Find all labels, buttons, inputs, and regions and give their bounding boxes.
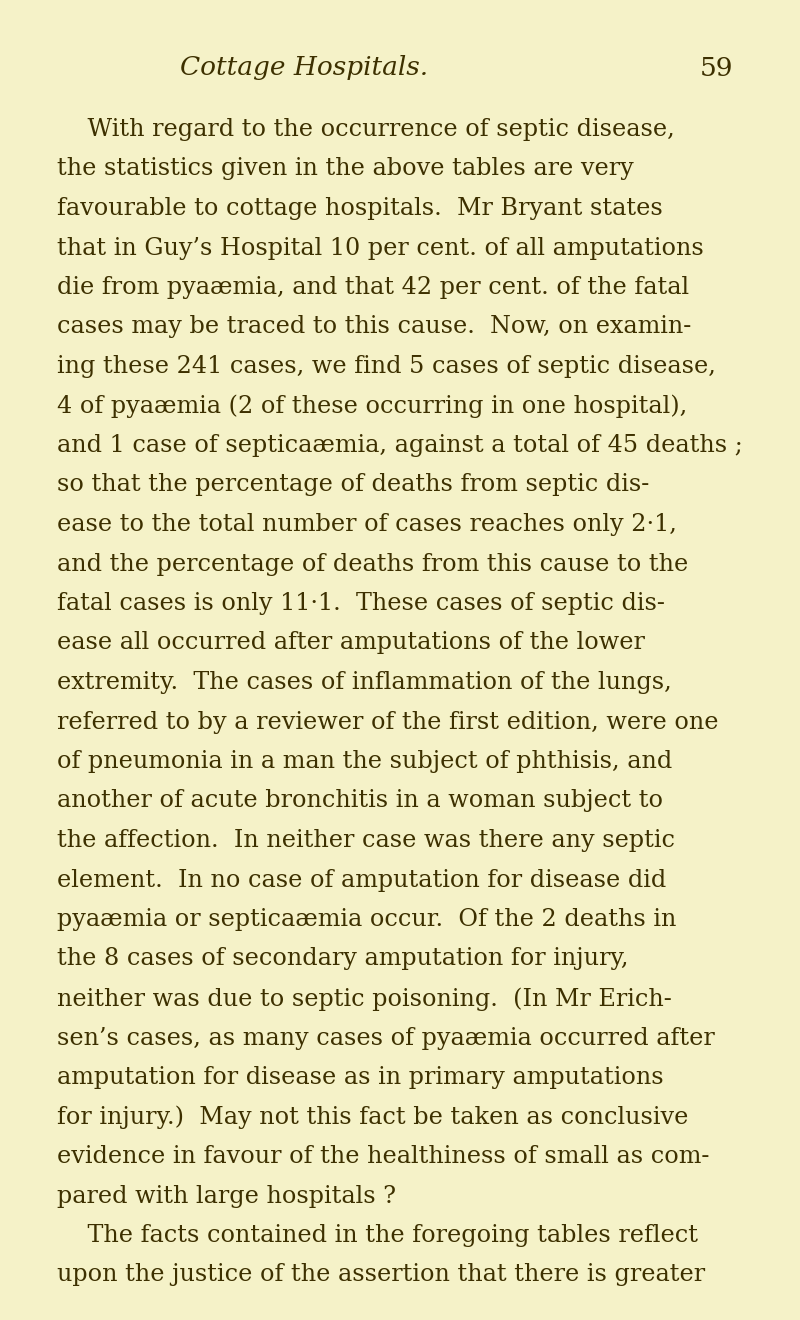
Text: the 8 cases of secondary amputation for injury,: the 8 cases of secondary amputation for …	[57, 948, 629, 970]
Text: Cottage Hospitals.: Cottage Hospitals.	[180, 55, 428, 81]
Text: referred to by a reviewer of the first edition, were one: referred to by a reviewer of the first e…	[57, 710, 718, 734]
Text: amputation for disease as in primary amputations: amputation for disease as in primary amp…	[57, 1067, 664, 1089]
Text: cases may be traced to this cause.  Now, on examin-: cases may be traced to this cause. Now, …	[57, 315, 691, 338]
Text: the affection.  In neither case was there any septic: the affection. In neither case was there…	[57, 829, 675, 851]
Text: pyaæmia or septicaæmia occur.  Of the 2 deaths in: pyaæmia or septicaæmia occur. Of the 2 d…	[57, 908, 676, 931]
Text: 4 of pyaæmia (2 of these occurring in one hospital),: 4 of pyaæmia (2 of these occurring in on…	[57, 395, 687, 418]
Text: pared with large hospitals ?: pared with large hospitals ?	[57, 1184, 396, 1208]
Text: of pneumonia in a man the subject of phthisis, and: of pneumonia in a man the subject of pht…	[57, 750, 672, 774]
Text: for injury.)  May not this fact be taken as conclusive: for injury.) May not this fact be taken …	[57, 1106, 688, 1129]
Text: With regard to the occurrence of septic disease,: With regard to the occurrence of septic …	[57, 117, 674, 141]
Text: extremity.  The cases of inflammation of the lungs,: extremity. The cases of inflammation of …	[57, 671, 672, 694]
Text: another of acute bronchitis in a woman subject to: another of acute bronchitis in a woman s…	[57, 789, 663, 813]
Text: ing these 241 cases, we find 5 cases of septic disease,: ing these 241 cases, we find 5 cases of …	[57, 355, 716, 378]
Text: and 1 case of septicaæmia, against a total of 45 deaths ;: and 1 case of septicaæmia, against a tot…	[57, 434, 742, 457]
Text: the statistics given in the above tables are very: the statistics given in the above tables…	[57, 157, 634, 181]
Text: evidence in favour of the healthiness of small as com-: evidence in favour of the healthiness of…	[57, 1144, 710, 1168]
Text: neither was due to septic poisoning.  (In Mr Erich-: neither was due to septic poisoning. (In…	[57, 987, 672, 1011]
Text: ease all occurred after amputations of the lower: ease all occurred after amputations of t…	[57, 631, 645, 655]
Text: fatal cases is only 11·1.  These cases of septic dis-: fatal cases is only 11·1. These cases of…	[57, 591, 665, 615]
Text: ease to the total number of cases reaches only 2·1,: ease to the total number of cases reache…	[57, 513, 677, 536]
Text: sen’s cases, as many cases of pyaæmia occurred after: sen’s cases, as many cases of pyaæmia oc…	[57, 1027, 714, 1049]
Text: favourable to cottage hospitals.  Mr Bryant states: favourable to cottage hospitals. Mr Brya…	[57, 197, 662, 220]
Text: die from pyaæmia, and that 42 per cent. of the fatal: die from pyaæmia, and that 42 per cent. …	[57, 276, 689, 300]
Text: so that the percentage of deaths from septic dis-: so that the percentage of deaths from se…	[57, 474, 650, 496]
Text: element.  In no case of amputation for disease did: element. In no case of amputation for di…	[57, 869, 666, 891]
Text: upon the justice of the assertion that there is greater: upon the justice of the assertion that t…	[57, 1263, 705, 1287]
Text: 59: 59	[699, 55, 733, 81]
Text: The facts contained in the foregoing tables reflect: The facts contained in the foregoing tab…	[57, 1224, 698, 1247]
Text: and the percentage of deaths from this cause to the: and the percentage of deaths from this c…	[57, 553, 688, 576]
Text: that in Guy’s Hospital 10 per cent. of all amputations: that in Guy’s Hospital 10 per cent. of a…	[57, 236, 704, 260]
